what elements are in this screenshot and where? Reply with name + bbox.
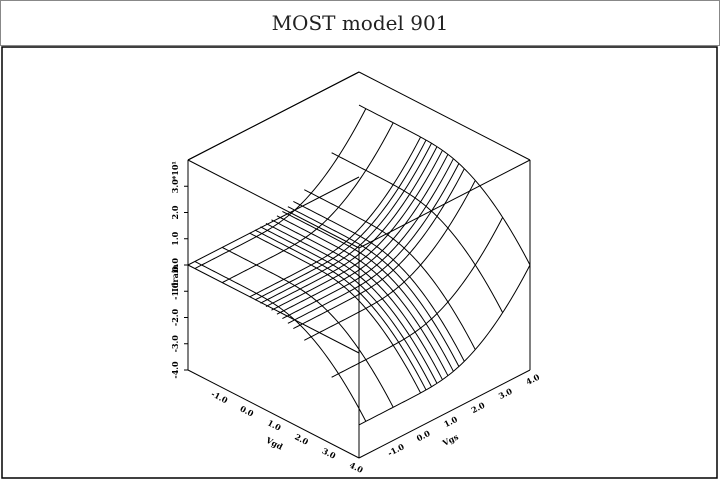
z-tick-label: -1.0 <box>170 282 180 300</box>
vgs-axis-label: Vgs <box>440 431 460 448</box>
vgd-tick-label: 2.0 <box>293 432 310 447</box>
surface-line <box>331 152 504 313</box>
z-multiplier: *10¹ <box>170 161 180 180</box>
vgd-tick-label: -1.0 <box>210 389 230 406</box>
z-tick-label: 3.0 <box>170 179 180 193</box>
z-tick-label: -3.0 <box>170 335 180 353</box>
surface-line <box>282 210 454 372</box>
surface-line <box>331 217 504 378</box>
surface-line <box>276 215 449 376</box>
surface-line <box>194 108 367 269</box>
surface-line <box>249 136 422 298</box>
vgd-tick-label: 4.0 <box>348 460 365 475</box>
z-tick-label: 2.0 <box>170 205 180 219</box>
surface-line <box>260 143 432 304</box>
surface-line <box>287 206 460 367</box>
surface-line <box>358 104 531 266</box>
vgd-axis-label: Vgd <box>264 434 285 451</box>
vgd-tick-label: 1.0 <box>266 417 283 432</box>
surface-line <box>293 200 465 362</box>
vgs-tick-label: -1.0 <box>386 441 406 458</box>
surface-line <box>194 261 367 422</box>
z-tick-label: 0.0 <box>170 258 180 272</box>
box-edge <box>358 71 531 161</box>
vgs-tick-label: 3.0 <box>497 386 514 401</box>
vgs-tick-label: 2.0 <box>469 400 486 415</box>
vgs-tick-label: 1.0 <box>442 414 459 429</box>
surface-line <box>293 168 465 330</box>
box-edge <box>358 369 531 459</box>
surface-line <box>254 229 427 391</box>
z-axis-label: Idrain <box>170 264 180 292</box>
box-edge <box>187 159 360 249</box>
surface-plot: -4.0-3.0-2.0-1.00.01.02.03.0*10¹Idrain-1… <box>170 71 541 475</box>
surface-line <box>265 146 438 307</box>
surface-line <box>271 150 443 311</box>
vgd-tick-label: 3.0 <box>321 446 338 461</box>
vgd-tick-label: 0.0 <box>238 403 255 418</box>
surface-line <box>249 232 422 394</box>
z-tick-label: -4.0 <box>170 361 180 379</box>
surface-line <box>358 264 531 426</box>
box-edge <box>187 71 360 161</box>
surface-line <box>304 180 476 341</box>
surface-line <box>304 189 476 350</box>
frame <box>1 46 718 479</box>
surface-line <box>265 223 438 384</box>
surface-line <box>260 226 432 387</box>
z-tick-label: -2.0 <box>170 308 180 326</box>
surface-line <box>254 139 427 301</box>
vgs-tick-label: 4.0 <box>524 372 541 387</box>
plot: -4.0-3.0-2.0-1.00.01.02.03.0*10¹Idrain-1… <box>1 46 718 479</box>
surface-line <box>221 246 394 408</box>
surface-line <box>276 154 449 315</box>
box-edge <box>187 369 360 459</box>
z-tick-label: 1.0 <box>170 231 180 245</box>
title: MOST model 901 <box>0 0 720 46</box>
vgs-tick-label: 0.0 <box>415 428 432 443</box>
surface-line <box>287 163 460 324</box>
surface-line <box>221 122 394 284</box>
surface-line <box>282 158 454 320</box>
surface-line <box>271 219 443 380</box>
